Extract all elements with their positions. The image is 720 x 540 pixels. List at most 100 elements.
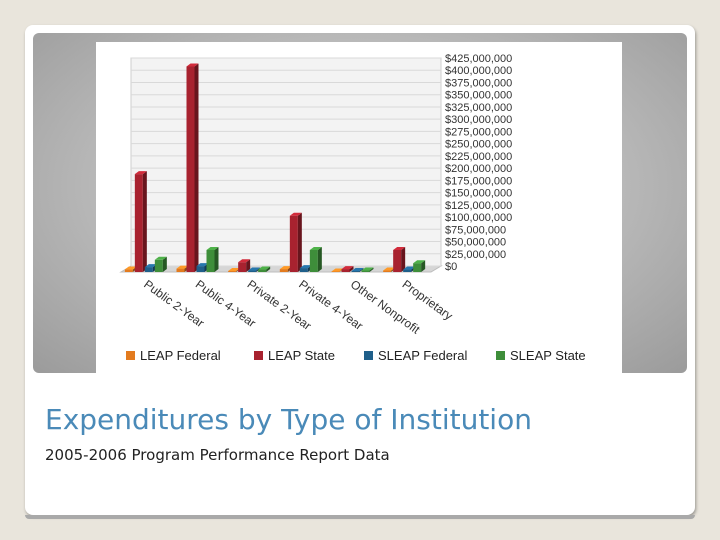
bar-side (214, 246, 219, 272)
bar (309, 246, 322, 272)
bar-top (413, 260, 426, 264)
legend-label: SLEAP Federal (378, 348, 467, 363)
bar-top (144, 264, 157, 268)
y-tick-label: $125,000,000 (445, 200, 512, 212)
bar-front (186, 66, 195, 273)
bar-top (248, 267, 261, 271)
bar-front (238, 262, 247, 272)
chart-card: $0 $25,000,000 $50,000,000 $75,000,000 $100,… (96, 42, 622, 377)
legend-label: LEAP State (268, 348, 335, 363)
bar-front (361, 270, 370, 272)
y-tick-label: $325,000,000 (445, 102, 512, 114)
bar-front (351, 271, 360, 272)
bar-front (331, 271, 340, 273)
y-tick-label: $250,000,000 (445, 139, 512, 151)
bar-front (258, 269, 267, 272)
slide-title: Expenditures by Type of Institution (45, 403, 532, 436)
legend-swatch (254, 351, 263, 360)
bar-side (142, 171, 147, 272)
bar-top (299, 265, 312, 269)
bar (393, 246, 406, 272)
bar-front (413, 263, 422, 272)
bar-top (331, 268, 344, 272)
bar-top (279, 266, 292, 270)
bar-front (228, 271, 237, 272)
bar-front (154, 259, 163, 272)
bar-top (206, 246, 219, 250)
y-tick-label: $350,000,000 (445, 90, 512, 102)
bar-side (317, 246, 322, 272)
bar-front (134, 174, 143, 272)
y-tick-label: $0 (445, 261, 457, 273)
y-tick-label: $425,000,000 (445, 53, 512, 65)
bar (341, 266, 354, 272)
bar-side (266, 266, 271, 272)
slide: $0 $25,000,000 $50,000,000 $75,000,000 $100,… (25, 25, 695, 519)
bar-side (297, 212, 302, 272)
bar-front (248, 270, 257, 272)
y-tick-label: $75,000,000 (445, 224, 506, 236)
legend-swatch (364, 351, 373, 360)
y-tick-label: $300,000,000 (445, 114, 512, 126)
bar (413, 260, 426, 272)
bar-top (403, 266, 416, 270)
legend-swatch (126, 351, 135, 360)
plot-back-wall (130, 57, 442, 267)
bar-top (361, 267, 374, 271)
bar-side (349, 266, 354, 272)
bar-front (309, 249, 318, 272)
bar-side (401, 246, 406, 272)
bar-front (383, 270, 392, 272)
bar-front (144, 267, 153, 272)
bar-top (134, 171, 147, 175)
bar-front (393, 249, 402, 272)
bar-side (194, 63, 199, 273)
bar-top (176, 265, 189, 269)
bar-side (162, 256, 167, 272)
y-tick-label: $100,000,000 (445, 212, 512, 224)
y-tick-label: $225,000,000 (445, 151, 512, 163)
bar-top (186, 63, 199, 67)
bar-front (403, 269, 412, 272)
bar-side (421, 260, 426, 272)
bar-side (246, 259, 251, 272)
y-tick-label: $50,000,000 (445, 237, 506, 249)
bar-top (228, 268, 241, 272)
bar-side (369, 267, 374, 272)
y-tick-label: $150,000,000 (445, 188, 512, 200)
bar (258, 266, 271, 272)
bar-top (393, 246, 406, 250)
legend-label: SLEAP State (510, 348, 586, 363)
bar-top (383, 267, 396, 271)
bar (361, 267, 374, 272)
slide-bottom-edge (25, 515, 695, 519)
bar-chart: $0$25,000,000$50,000,000$75,000,000$100,… (119, 53, 586, 363)
bar-front (299, 268, 308, 272)
y-tick-label: $200,000,000 (445, 163, 512, 175)
y-tick-label: $25,000,000 (445, 249, 506, 261)
bar-top (341, 266, 354, 270)
y-tick-label: $400,000,000 (445, 65, 512, 77)
bar-front (279, 269, 288, 272)
bar-side (359, 268, 364, 272)
chart-frame: $0 $25,000,000 $50,000,000 $75,000,000 $100,… (33, 33, 687, 377)
y-tick-label: $275,000,000 (445, 126, 512, 138)
bar-front (341, 269, 350, 272)
bar-top (351, 268, 364, 272)
bar-front (206, 249, 215, 272)
bar-top (124, 266, 137, 270)
bar (238, 259, 251, 272)
bar-top (309, 246, 322, 250)
bar-top (289, 212, 302, 216)
bar-top (258, 266, 271, 270)
bar-top (238, 259, 251, 263)
bar (351, 268, 364, 272)
legend-swatch (496, 351, 505, 360)
y-tick-label: $375,000,000 (445, 77, 512, 89)
bar-front (289, 215, 298, 272)
bar (134, 171, 147, 272)
legend-label: LEAP Federal (140, 348, 221, 363)
slide-subtitle: 2005-2006 Program Performance Report Dat… (45, 446, 390, 464)
bar (154, 256, 167, 272)
bar-front (124, 269, 133, 272)
